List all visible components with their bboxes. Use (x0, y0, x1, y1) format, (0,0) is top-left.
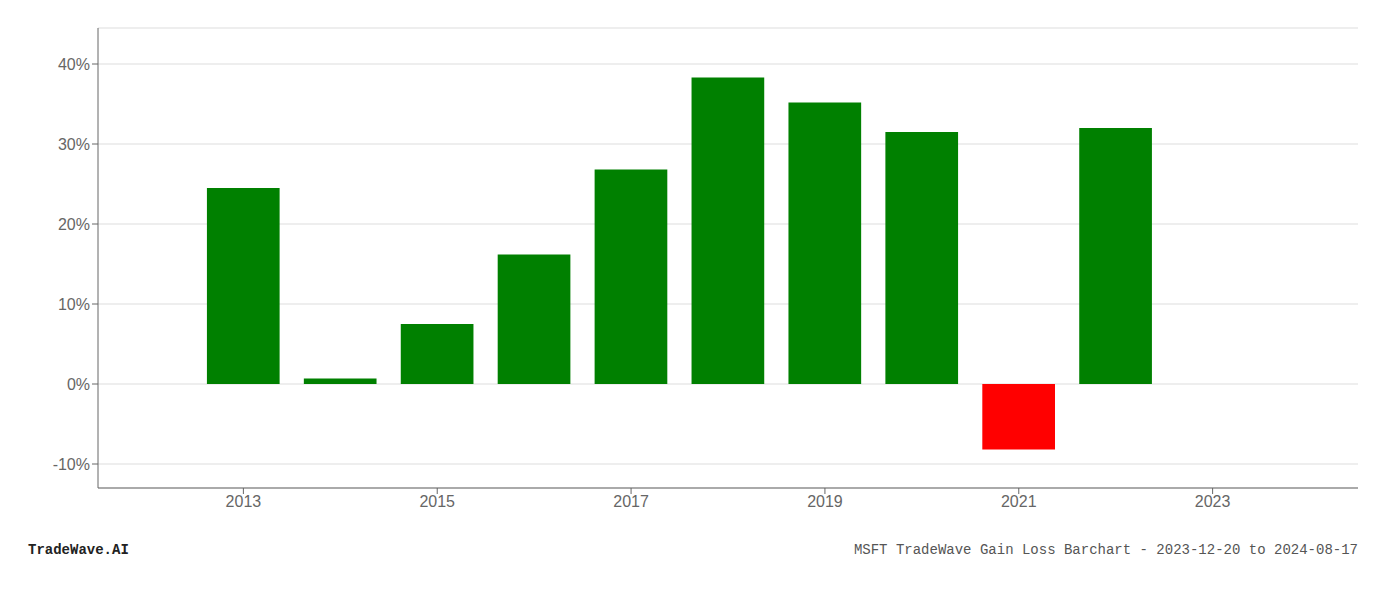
svg-text:10%: 10% (58, 296, 90, 313)
svg-text:30%: 30% (58, 136, 90, 153)
svg-text:-10%: -10% (53, 456, 90, 473)
svg-text:2023: 2023 (1195, 493, 1231, 510)
svg-text:2019: 2019 (807, 493, 843, 510)
svg-text:2015: 2015 (419, 493, 455, 510)
svg-text:2013: 2013 (226, 493, 262, 510)
svg-text:2021: 2021 (1001, 493, 1037, 510)
svg-text:40%: 40% (58, 56, 90, 73)
svg-text:20%: 20% (58, 216, 90, 233)
svg-text:2017: 2017 (613, 493, 649, 510)
html-text:MSFT TradeWave Gain Loss Barch: MSFT TradeWave Gain Loss Barchart - 2023… (853, 542, 1358, 558)
html-text:TradeWave.AI: TradeWave.AI (28, 542, 129, 558)
svg-text:0%: 0% (67, 376, 90, 393)
